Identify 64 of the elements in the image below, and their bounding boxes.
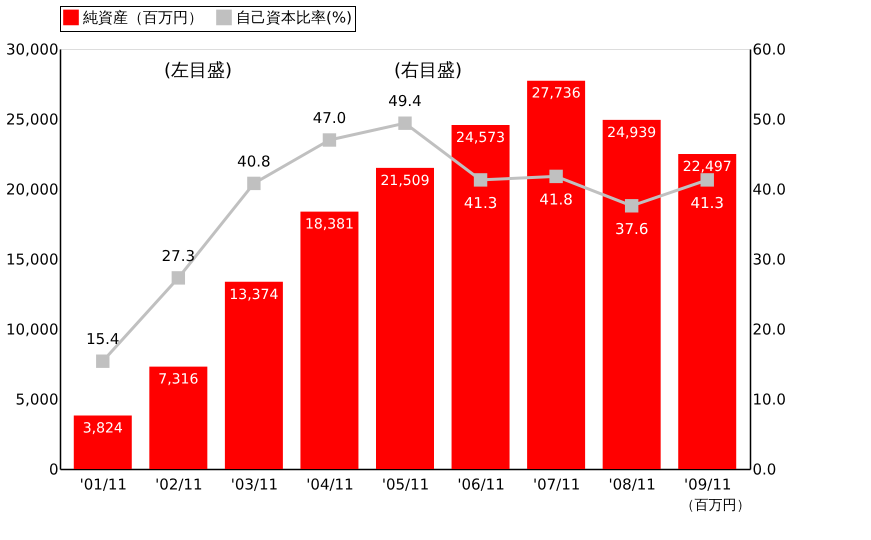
y2-tick-label: 10.0: [752, 390, 786, 408]
y-tick-label: 5,000: [16, 390, 58, 408]
bar: [149, 366, 208, 469]
text: 27.3: [162, 246, 196, 265]
x-tick-label: '06/11: [457, 476, 505, 494]
point: [549, 170, 563, 184]
text: 41.8: [539, 190, 573, 208]
x-tick-label: '04/11: [306, 476, 354, 494]
point: [474, 173, 488, 187]
text: 40.8: [237, 152, 271, 170]
y-tick-label: 30,000: [6, 40, 58, 58]
x-tick-label: '03/11: [230, 476, 278, 494]
text: （百万円）: [680, 498, 750, 514]
text: 22,497: [682, 159, 732, 176]
text: 21,509: [380, 172, 430, 189]
y-tick-label: 10,000: [6, 320, 58, 338]
y-tick-label: 15,000: [6, 250, 58, 268]
annotation: (右目盛): [394, 60, 462, 81]
point: [247, 176, 261, 190]
x-tick-label: '01/11: [80, 476, 127, 494]
bar: [224, 282, 283, 469]
y2-tick-label: 20.0: [752, 320, 786, 338]
point: [322, 133, 336, 147]
bar: [527, 80, 586, 469]
x-tick-label: '02/11: [155, 476, 203, 494]
bar: [74, 415, 132, 469]
text: 27,736: [532, 86, 581, 102]
legend-label: 自己資本比率(%): [236, 8, 352, 26]
point: [700, 173, 714, 187]
y2-tick-label: 50.0: [752, 110, 786, 128]
text: 13,374: [229, 286, 278, 303]
point: [172, 271, 186, 285]
text: 37.6: [614, 220, 648, 238]
text: 3,824: [82, 420, 123, 436]
legend-label: 純資産（百万円）: [83, 8, 203, 26]
text: 7,316: [158, 372, 198, 388]
x-tick-label: '09/11: [684, 476, 732, 494]
bar: [678, 154, 736, 469]
bar: [602, 120, 661, 469]
annotation: (左目盛): [164, 60, 232, 81]
y-tick-label: 25,000: [6, 110, 58, 128]
x-tick-label: '07/11: [532, 476, 580, 494]
bar: [300, 212, 358, 469]
text: 15.4: [86, 330, 120, 348]
x-tick-label: '05/11: [382, 476, 430, 494]
y2-tick-label: 60.0: [752, 40, 786, 58]
y2-tick-label: 30.0: [752, 250, 786, 268]
text: 41.3: [464, 194, 498, 212]
point: [398, 116, 412, 130]
text: 24,939: [607, 124, 656, 141]
text: 24,573: [456, 130, 506, 146]
bar: [376, 168, 434, 469]
point: [624, 199, 638, 213]
text: 18,381: [304, 216, 354, 233]
y-tick-label: 0: [48, 460, 58, 478]
y-tick-label: 20,000: [6, 180, 58, 198]
text: 41.3: [690, 194, 724, 212]
bar: [452, 124, 510, 469]
x-tick-label: '08/11: [608, 476, 656, 494]
text: 47.0: [312, 109, 346, 127]
text: 49.4: [388, 92, 422, 110]
point: [96, 354, 110, 368]
y2-tick-label: 0.0: [752, 460, 776, 478]
y2-tick-label: 40.0: [752, 180, 786, 198]
